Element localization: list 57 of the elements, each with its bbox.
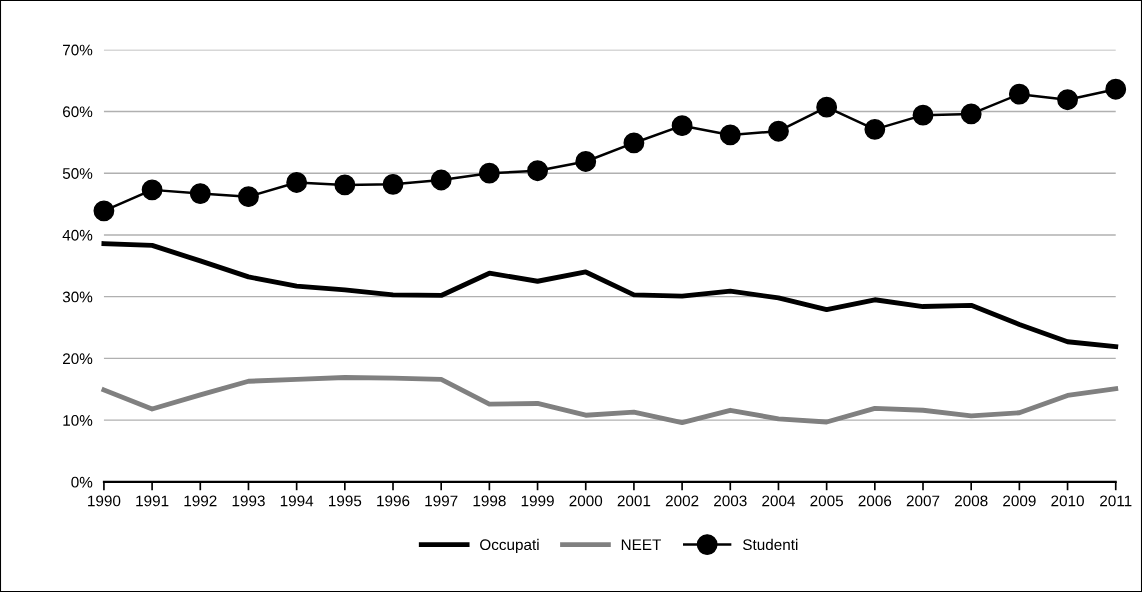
point: [960, 103, 982, 125]
point: [768, 120, 789, 142]
x-tick-label: 2009: [1003, 495, 1036, 507]
point: [382, 173, 404, 195]
x-tick-label: 2004: [762, 495, 796, 507]
point: [671, 115, 693, 137]
x-tick-label: 2011: [1100, 495, 1132, 507]
x-tick-label: 1996: [377, 495, 410, 507]
x-tick-label: 2000: [569, 495, 603, 507]
line-series: [101, 375, 1119, 426]
y-tick-label: 60%: [63, 106, 93, 118]
point: [334, 174, 356, 196]
x-tick-label: 1994: [280, 495, 314, 507]
x-tick-label: 2006: [858, 495, 892, 507]
point: [141, 179, 163, 201]
x-tick-label: 2010: [1051, 495, 1084, 507]
x-tick-label: 1990: [88, 495, 121, 507]
x-tick-label: 2001: [617, 495, 651, 507]
legend-label: Occupati: [480, 538, 539, 554]
y-tick-label: 70%: [63, 44, 93, 56]
x-tick-label: 2007: [906, 495, 940, 507]
x-tick-label: 1992: [184, 495, 217, 507]
x-tick-label: 1997: [425, 495, 458, 507]
point: [864, 118, 886, 140]
legend-label: NEET: [621, 539, 661, 550]
y-tick-label: 0%: [71, 476, 93, 488]
point: [912, 104, 934, 126]
point: [575, 151, 597, 172]
point: [189, 183, 211, 204]
point: [1008, 83, 1030, 105]
point: [719, 124, 741, 146]
x-tick-label: 1998: [473, 495, 506, 507]
point: [527, 160, 548, 182]
x-tick-label: 1999: [521, 495, 554, 507]
point: [93, 200, 115, 222]
y-tick-label: 50%: [62, 168, 93, 179]
y-tick-label: 20%: [63, 353, 93, 365]
point: [286, 172, 308, 193]
line-series: [101, 241, 1119, 350]
point: [1057, 89, 1078, 111]
point: [623, 132, 645, 154]
x-tick-label: 2003: [714, 495, 747, 507]
legend-label: Studenti: [743, 538, 798, 551]
y-tick-label: 30%: [62, 291, 93, 303]
x-tick-label: 2005: [810, 495, 843, 507]
point: [238, 186, 259, 208]
point: [1105, 78, 1127, 100]
x-tick-label: 2002: [665, 495, 699, 507]
y-tick-label: 10%: [63, 415, 93, 426]
x-tick-label: 1993: [232, 495, 265, 507]
y-tick-label: 40%: [62, 229, 93, 241]
point: [478, 162, 500, 184]
x-tick-label: 2008: [954, 495, 988, 507]
point: [430, 169, 452, 191]
x-tick-label: 1991: [136, 495, 169, 507]
x-tick-label: 1995: [329, 495, 362, 507]
point: [816, 96, 838, 118]
